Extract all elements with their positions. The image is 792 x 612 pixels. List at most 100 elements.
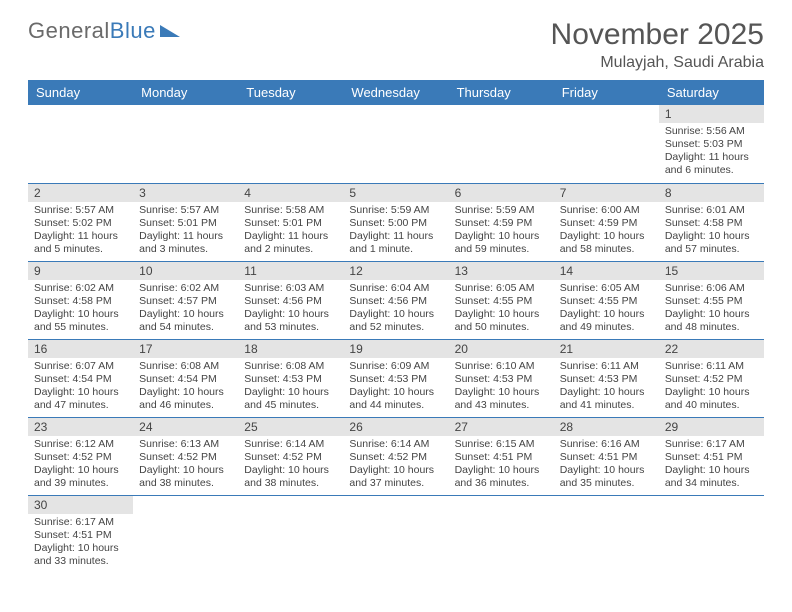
calendar-cell: 2Sunrise: 5:57 AMSunset: 5:02 PMDaylight… xyxy=(28,183,133,261)
day-number: 15 xyxy=(659,262,764,280)
day-info xyxy=(28,123,133,129)
day-info: Sunrise: 6:03 AMSunset: 4:56 PMDaylight:… xyxy=(238,280,343,338)
day-info: Sunrise: 6:04 AMSunset: 4:56 PMDaylight:… xyxy=(343,280,448,338)
day-header: Tuesday xyxy=(238,80,343,105)
day-number: 16 xyxy=(28,340,133,358)
calendar-cell: 22Sunrise: 6:11 AMSunset: 4:52 PMDayligh… xyxy=(659,339,764,417)
calendar-header-row: SundayMondayTuesdayWednesdayThursdayFrid… xyxy=(28,80,764,105)
day-info: Sunrise: 6:07 AMSunset: 4:54 PMDaylight:… xyxy=(28,358,133,416)
logo-text-blue: Blue xyxy=(110,18,156,44)
calendar-cell: 24Sunrise: 6:13 AMSunset: 4:52 PMDayligh… xyxy=(133,417,238,495)
calendar-row: 9Sunrise: 6:02 AMSunset: 4:58 PMDaylight… xyxy=(28,261,764,339)
calendar-cell: 7Sunrise: 6:00 AMSunset: 4:59 PMDaylight… xyxy=(554,183,659,261)
day-header: Thursday xyxy=(449,80,554,105)
calendar-cell: 23Sunrise: 6:12 AMSunset: 4:52 PMDayligh… xyxy=(28,417,133,495)
day-header: Wednesday xyxy=(343,80,448,105)
day-number: 21 xyxy=(554,340,659,358)
day-number: 14 xyxy=(554,262,659,280)
calendar-cell xyxy=(238,105,343,183)
day-number: 4 xyxy=(238,184,343,202)
calendar-row: 23Sunrise: 6:12 AMSunset: 4:52 PMDayligh… xyxy=(28,417,764,495)
day-info: Sunrise: 6:08 AMSunset: 4:53 PMDaylight:… xyxy=(238,358,343,416)
day-info: Sunrise: 6:01 AMSunset: 4:58 PMDaylight:… xyxy=(659,202,764,260)
day-number xyxy=(238,496,343,514)
day-header: Saturday xyxy=(659,80,764,105)
day-number: 11 xyxy=(238,262,343,280)
day-number: 9 xyxy=(28,262,133,280)
day-number: 23 xyxy=(28,418,133,436)
calendar-cell: 4Sunrise: 5:58 AMSunset: 5:01 PMDaylight… xyxy=(238,183,343,261)
day-info: Sunrise: 6:08 AMSunset: 4:54 PMDaylight:… xyxy=(133,358,238,416)
day-info xyxy=(449,123,554,129)
day-number: 7 xyxy=(554,184,659,202)
calendar-cell: 16Sunrise: 6:07 AMSunset: 4:54 PMDayligh… xyxy=(28,339,133,417)
day-number xyxy=(554,496,659,514)
calendar-cell: 20Sunrise: 6:10 AMSunset: 4:53 PMDayligh… xyxy=(449,339,554,417)
calendar-cell: 29Sunrise: 6:17 AMSunset: 4:51 PMDayligh… xyxy=(659,417,764,495)
calendar-cell: 9Sunrise: 6:02 AMSunset: 4:58 PMDaylight… xyxy=(28,261,133,339)
calendar-cell: 3Sunrise: 5:57 AMSunset: 5:01 PMDaylight… xyxy=(133,183,238,261)
day-info: Sunrise: 5:59 AMSunset: 5:00 PMDaylight:… xyxy=(343,202,448,260)
day-info: Sunrise: 6:10 AMSunset: 4:53 PMDaylight:… xyxy=(449,358,554,416)
day-number: 25 xyxy=(238,418,343,436)
calendar-cell: 6Sunrise: 5:59 AMSunset: 4:59 PMDaylight… xyxy=(449,183,554,261)
day-info: Sunrise: 5:56 AMSunset: 5:03 PMDaylight:… xyxy=(659,123,764,181)
calendar-cell: 18Sunrise: 6:08 AMSunset: 4:53 PMDayligh… xyxy=(238,339,343,417)
day-number: 17 xyxy=(133,340,238,358)
day-number: 19 xyxy=(343,340,448,358)
day-number: 6 xyxy=(449,184,554,202)
day-number xyxy=(133,105,238,123)
calendar-cell: 10Sunrise: 6:02 AMSunset: 4:57 PMDayligh… xyxy=(133,261,238,339)
calendar-cell xyxy=(133,105,238,183)
calendar-cell: 25Sunrise: 6:14 AMSunset: 4:52 PMDayligh… xyxy=(238,417,343,495)
calendar-cell: 26Sunrise: 6:14 AMSunset: 4:52 PMDayligh… xyxy=(343,417,448,495)
calendar-cell: 8Sunrise: 6:01 AMSunset: 4:58 PMDaylight… xyxy=(659,183,764,261)
day-info: Sunrise: 6:00 AMSunset: 4:59 PMDaylight:… xyxy=(554,202,659,260)
calendar-cell xyxy=(343,105,448,183)
day-header: Sunday xyxy=(28,80,133,105)
day-number: 12 xyxy=(343,262,448,280)
day-info xyxy=(343,123,448,129)
calendar-row: 16Sunrise: 6:07 AMSunset: 4:54 PMDayligh… xyxy=(28,339,764,417)
calendar-cell: 17Sunrise: 6:08 AMSunset: 4:54 PMDayligh… xyxy=(133,339,238,417)
day-info xyxy=(449,514,554,520)
month-title: November 2025 xyxy=(551,18,764,52)
calendar-cell xyxy=(343,495,448,573)
calendar-cell xyxy=(28,105,133,183)
location: Mulayjah, Saudi Arabia xyxy=(551,54,764,72)
calendar-row: 2Sunrise: 5:57 AMSunset: 5:02 PMDaylight… xyxy=(28,183,764,261)
day-number xyxy=(554,105,659,123)
calendar-cell: 15Sunrise: 6:06 AMSunset: 4:55 PMDayligh… xyxy=(659,261,764,339)
calendar-cell: 13Sunrise: 6:05 AMSunset: 4:55 PMDayligh… xyxy=(449,261,554,339)
day-info: Sunrise: 6:09 AMSunset: 4:53 PMDaylight:… xyxy=(343,358,448,416)
day-number: 26 xyxy=(343,418,448,436)
calendar-cell xyxy=(554,105,659,183)
calendar-table: SundayMondayTuesdayWednesdayThursdayFrid… xyxy=(28,80,764,573)
day-number: 3 xyxy=(133,184,238,202)
day-info xyxy=(554,123,659,129)
day-number: 28 xyxy=(554,418,659,436)
calendar-cell xyxy=(133,495,238,573)
day-number: 5 xyxy=(343,184,448,202)
day-number: 2 xyxy=(28,184,133,202)
calendar-row: 30Sunrise: 6:17 AMSunset: 4:51 PMDayligh… xyxy=(28,495,764,573)
calendar-cell xyxy=(238,495,343,573)
header: GeneralBlue November 2025 Mulayjah, Saud… xyxy=(28,18,764,72)
calendar-body: 1Sunrise: 5:56 AMSunset: 5:03 PMDaylight… xyxy=(28,105,764,573)
day-header: Monday xyxy=(133,80,238,105)
day-info: Sunrise: 5:57 AMSunset: 5:02 PMDaylight:… xyxy=(28,202,133,260)
day-number xyxy=(659,496,764,514)
calendar-cell: 12Sunrise: 6:04 AMSunset: 4:56 PMDayligh… xyxy=(343,261,448,339)
day-info xyxy=(659,514,764,520)
day-number xyxy=(449,105,554,123)
day-info: Sunrise: 6:06 AMSunset: 4:55 PMDaylight:… xyxy=(659,280,764,338)
calendar-cell: 30Sunrise: 6:17 AMSunset: 4:51 PMDayligh… xyxy=(28,495,133,573)
day-number xyxy=(28,105,133,123)
day-info: Sunrise: 6:17 AMSunset: 4:51 PMDaylight:… xyxy=(28,514,133,572)
title-block: November 2025 Mulayjah, Saudi Arabia xyxy=(551,18,764,72)
day-info: Sunrise: 6:15 AMSunset: 4:51 PMDaylight:… xyxy=(449,436,554,494)
calendar-cell: 5Sunrise: 5:59 AMSunset: 5:00 PMDaylight… xyxy=(343,183,448,261)
day-info: Sunrise: 6:11 AMSunset: 4:52 PMDaylight:… xyxy=(659,358,764,416)
day-info xyxy=(238,514,343,520)
day-number xyxy=(343,496,448,514)
